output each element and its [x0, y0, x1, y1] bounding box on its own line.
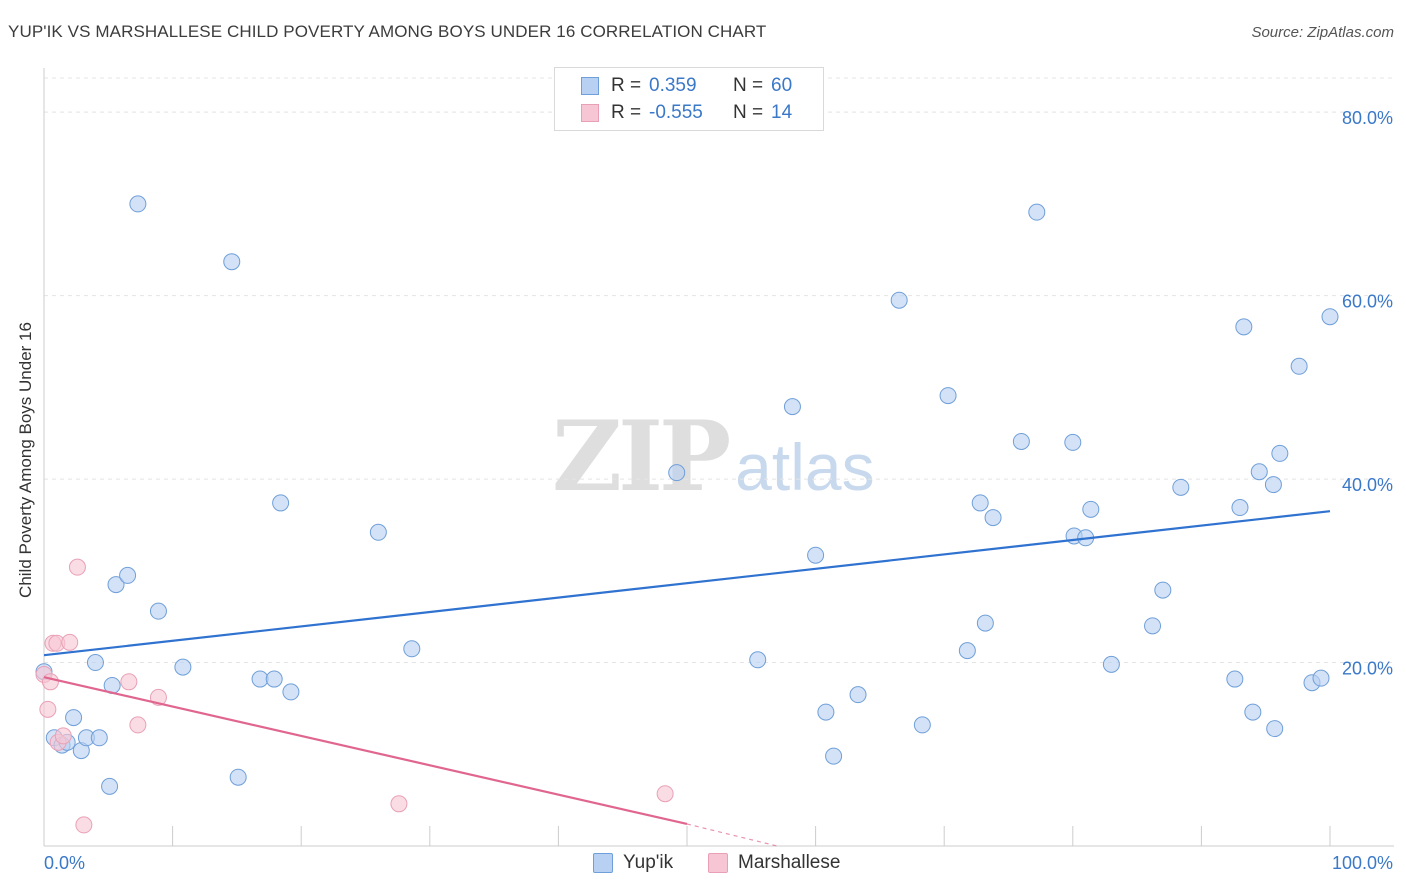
- legend-r-value: -0.555: [649, 102, 703, 123]
- yupik-point: [229, 768, 247, 786]
- legend-n-value: 14: [771, 102, 793, 123]
- yupik-point: [1064, 433, 1082, 451]
- y-tick-label: 60.0%: [1342, 292, 1393, 312]
- yupik-point: [1250, 463, 1268, 481]
- yupik-point: [129, 195, 147, 213]
- legend-n-label: N =: [733, 75, 764, 96]
- yupik-point: [984, 509, 1002, 527]
- yupik-point: [976, 614, 994, 632]
- marshallese-point: [129, 716, 147, 734]
- yupik-point: [1321, 308, 1339, 326]
- yupik-point: [1028, 203, 1046, 221]
- yupik-point: [1082, 500, 1100, 518]
- yupik-point: [65, 709, 83, 727]
- yupik-point: [1264, 476, 1282, 494]
- yupik-point: [251, 670, 269, 688]
- marshallese-trend-line-extension: [686, 823, 778, 847]
- yupik-point: [958, 642, 976, 660]
- yupik-point: [1172, 478, 1190, 496]
- yupik-point: [971, 494, 989, 512]
- yupik-point: [1144, 617, 1162, 635]
- yupik-point: [86, 654, 104, 672]
- yupik-point: [1231, 499, 1249, 517]
- yupik-point: [265, 670, 283, 688]
- yupik-point: [890, 291, 908, 309]
- marshallese-point: [39, 700, 57, 718]
- yupik-point: [1271, 444, 1289, 462]
- yupik-point: [119, 566, 137, 584]
- legend-item-yupik[interactable]: Yup'ik: [593, 852, 673, 874]
- marshallese-point: [61, 633, 79, 651]
- yupik-point: [1012, 432, 1030, 450]
- marshallese-point: [54, 727, 72, 745]
- marshallese-point: [68, 558, 86, 576]
- legend-swatch-yupik: [593, 853, 613, 873]
- yupik-point: [107, 576, 125, 594]
- x-tick-label-max: 100.0%: [1332, 853, 1393, 873]
- series-legend: Yup'ik Marshallese: [0, 852, 1406, 878]
- yupik-point: [939, 387, 957, 405]
- yupik-point: [282, 683, 300, 701]
- yupik-point: [223, 253, 241, 271]
- yupik-point: [817, 703, 835, 721]
- marshallese-point: [41, 673, 59, 691]
- yupik-point: [1154, 581, 1172, 599]
- legend-label-yupik: Yup'ik: [623, 852, 674, 873]
- yupik-point: [1235, 318, 1253, 336]
- yupik-point: [783, 398, 801, 416]
- yupik-point: [825, 747, 843, 765]
- legend-n-value: 60: [771, 75, 793, 96]
- legend-row-marshallese: R = -0.555 N = 14: [581, 100, 792, 126]
- yupik-point: [1102, 655, 1120, 673]
- legend-r-label: R =: [611, 102, 642, 123]
- yupik-point: [174, 658, 192, 676]
- correlation-legend: R = 0.359 N = 60 R = -0.555 N = 14: [554, 67, 824, 131]
- legend-r-label: R =: [611, 75, 642, 96]
- yupik-point: [1290, 357, 1308, 375]
- yupik-point: [913, 716, 931, 734]
- yupik-point: [90, 729, 108, 747]
- yupik-point: [403, 640, 421, 658]
- legend-r-value: 0.359: [649, 75, 697, 96]
- marshallese-trend-line: [43, 676, 688, 826]
- y-tick-label: 80.0%: [1342, 108, 1393, 128]
- marshallese-point: [120, 673, 138, 691]
- watermark: ZIP atlas: [552, 400, 875, 513]
- y-tick-label: 20.0%: [1342, 659, 1393, 679]
- watermark-zip: ZIP: [552, 400, 731, 513]
- yupik-point: [749, 651, 767, 669]
- x-tick-label-min: 0.0%: [44, 853, 85, 873]
- y-tick-label: 40.0%: [1342, 475, 1393, 495]
- chart-title: YUP'IK VS MARSHALLESE CHILD POVERTY AMON…: [8, 22, 767, 41]
- legend-swatch-marshallese: [708, 853, 728, 873]
- legend-n-label: N =: [733, 102, 764, 123]
- marshallese-point: [75, 816, 93, 834]
- yupik-point: [1312, 669, 1330, 687]
- yupik-point: [668, 464, 686, 482]
- yupik-point: [1244, 703, 1262, 721]
- legend-label-marshallese: Marshallese: [738, 852, 841, 873]
- yupik-trend-line: [43, 510, 1331, 657]
- legend-swatch-marshallese: [581, 104, 599, 122]
- marshallese-point: [390, 795, 408, 813]
- legend-item-marshallese[interactable]: Marshallese: [708, 852, 840, 874]
- legend-swatch-yupik: [581, 77, 599, 95]
- source-label[interactable]: Source: ZipAtlas.com: [1251, 24, 1394, 41]
- legend-row-yupik: R = 0.359 N = 60: [581, 73, 792, 99]
- yupik-point: [101, 777, 119, 795]
- marshallese-point: [656, 785, 674, 803]
- yupik-point: [1266, 720, 1284, 738]
- yupik-point: [369, 523, 387, 541]
- yupik-point: [807, 546, 825, 564]
- y-axis-label: Child Poverty Among Boys Under 16: [16, 322, 35, 598]
- yupik-point: [272, 494, 290, 512]
- watermark-atlas: atlas: [735, 430, 875, 504]
- yupik-point: [849, 686, 867, 704]
- yupik-point: [149, 602, 167, 620]
- yupik-point: [1226, 670, 1244, 688]
